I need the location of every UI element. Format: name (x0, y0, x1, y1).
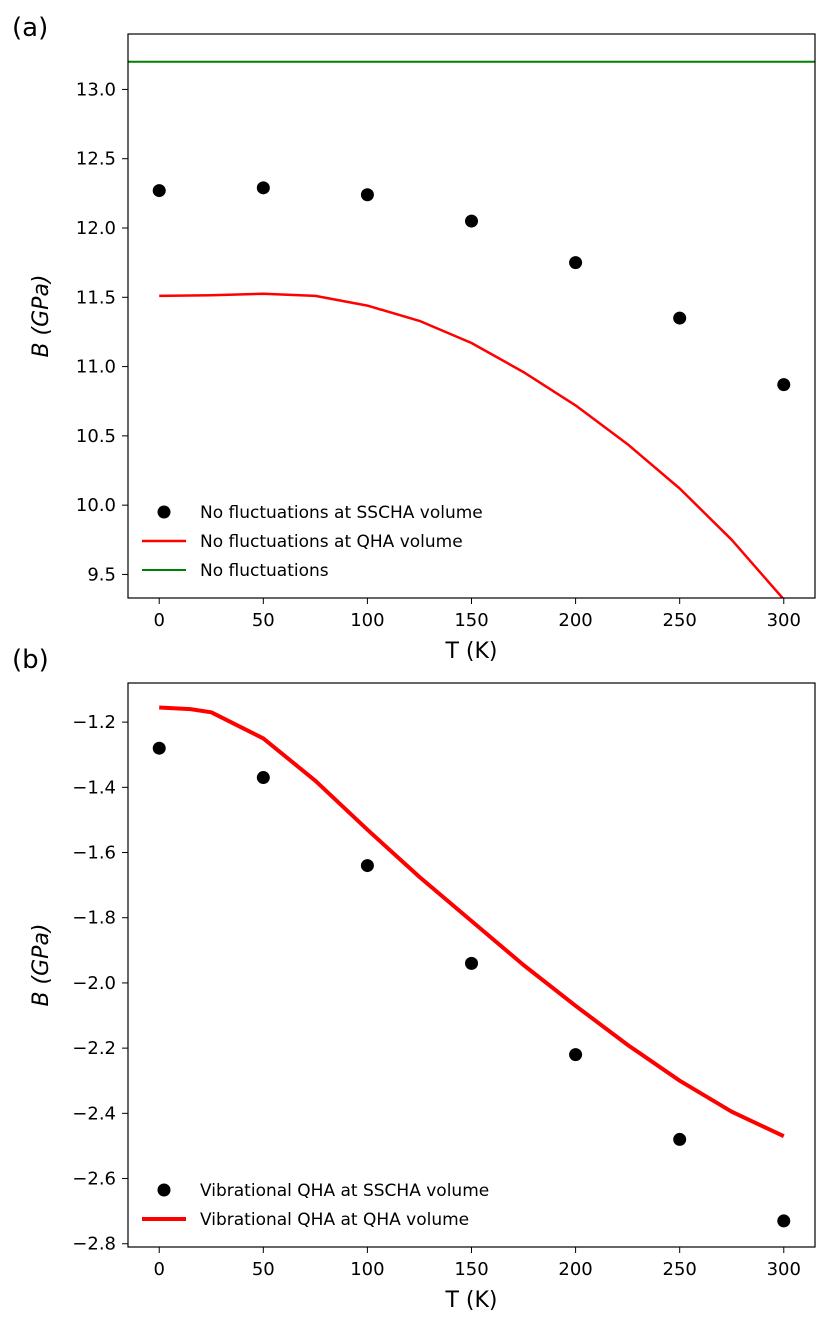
x-tick-label: 100 (350, 1259, 384, 1280)
y-tick-label: 13.0 (76, 79, 116, 100)
data-point (360, 859, 374, 873)
x-tick-label: 200 (558, 1259, 592, 1280)
panel-label: (a) (12, 13, 48, 43)
x-tick-label: 300 (767, 610, 801, 631)
data-point (465, 214, 478, 228)
y-tick-label: −1.6 (72, 843, 116, 864)
panel-label: (b) (12, 645, 49, 675)
data-point (360, 188, 374, 202)
x-axis-label: T (K) (444, 639, 497, 664)
x-tick-label: 50 (252, 1259, 275, 1280)
data-point (569, 1048, 583, 1062)
y-tick-label: −2.2 (72, 1038, 116, 1059)
y-tick-label: 9.5 (87, 564, 116, 585)
legend-marker (157, 505, 171, 519)
data-point (673, 311, 687, 325)
y-tick-label: −2.8 (72, 1234, 116, 1255)
y-tick-label: −2.6 (72, 1169, 116, 1190)
y-tick-label: 12.5 (76, 149, 116, 170)
x-axis-label: T (K) (444, 1288, 497, 1313)
x-tick-label: 300 (767, 1259, 801, 1280)
y-tick-label: 10.0 (76, 495, 116, 516)
data-point (777, 1214, 791, 1228)
x-tick-label: 50 (252, 610, 275, 631)
legend-label: No fluctuations at SSCHA volume (200, 503, 483, 523)
legend: No fluctuations at SSCHA volume No fluctu… (142, 503, 483, 581)
data-point (465, 956, 478, 970)
y-tick-label: 11.0 (76, 357, 116, 378)
x-tick-label: 150 (454, 610, 488, 631)
data-point (569, 256, 583, 270)
x-tick-label: 200 (558, 610, 592, 631)
data-point (256, 181, 270, 195)
x-tick-label: 0 (154, 1259, 165, 1280)
legend-marker (157, 1183, 171, 1197)
legend-label: Vibrational QHA at SSCHA volume (200, 1181, 489, 1201)
legend-label: No fluctuations at QHA volume (200, 532, 463, 552)
plot-frame (127, 682, 816, 1248)
y-tick-label: −1.2 (72, 712, 116, 733)
plot-frame (127, 33, 816, 599)
data-point (673, 1132, 687, 1146)
y-tick-label: −1.8 (72, 908, 116, 929)
y-tick-label: −2.4 (72, 1103, 116, 1124)
plot-area (152, 705, 791, 1228)
data-point (777, 378, 791, 392)
panel-b: (b) 0 50 100 150 200 250 300 −2.8 −2.6 −2.4 −2.2 −2.… (12, 645, 816, 1313)
y-tick-label: 10.5 (76, 426, 116, 447)
data-point (152, 184, 166, 198)
y-axis-label: B (GPa) (29, 274, 54, 357)
y-tick-label: −1.4 (72, 777, 116, 798)
panel-a: (a) 0 50 100 150 200 250 300 9.5 10.0 10.5 11.0 11.5… (12, 13, 816, 664)
x-tick-label: 150 (454, 1259, 488, 1280)
series-line (159, 705, 785, 1139)
x-tick-label: 0 (154, 610, 165, 631)
plot-area (128, 60, 815, 598)
data-point (152, 741, 166, 755)
x-tick-label: 100 (350, 610, 384, 631)
data-point (256, 771, 270, 785)
legend-label: No fluctuations (200, 561, 329, 581)
y-tick-label: 12.0 (76, 218, 116, 239)
x-tick-label: 250 (663, 1259, 697, 1280)
legend: Vibrational QHA at SSCHA volume Vibration… (142, 1181, 489, 1230)
y-tick-label: −2.0 (72, 973, 116, 994)
y-axis-label: B (GPa) (29, 923, 54, 1006)
legend-label: Vibrational QHA at QHA volume (200, 1210, 469, 1230)
x-tick-label: 250 (663, 610, 697, 631)
y-tick-label: 11.5 (76, 287, 116, 308)
series-line (159, 292, 785, 598)
